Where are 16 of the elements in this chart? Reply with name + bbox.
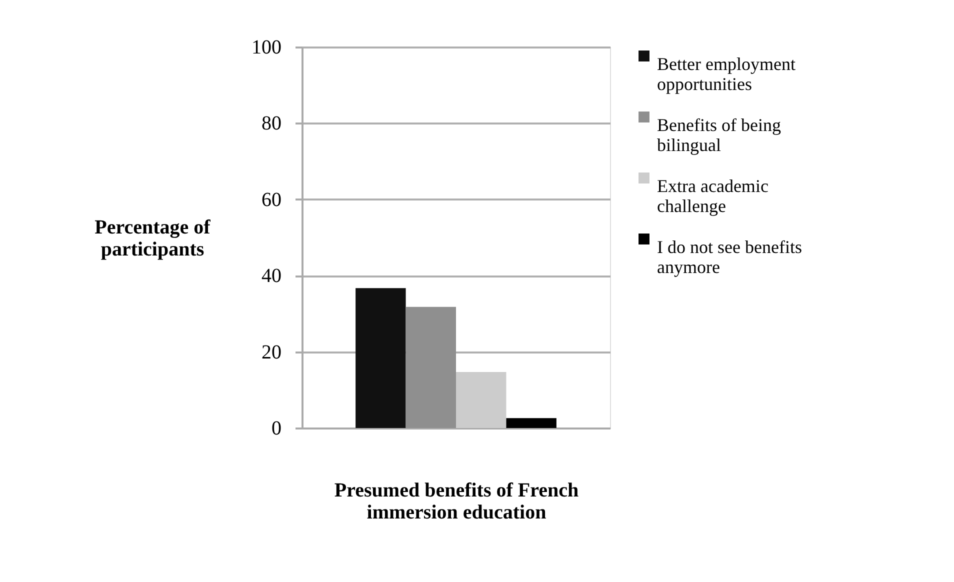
y-tick-label: 80: [262, 112, 282, 135]
x-axis-title: Presumed benefits of French immersion education: [334, 480, 579, 524]
legend-label: Extra academic challenge: [657, 176, 768, 216]
y-tick-label: 60: [262, 188, 282, 211]
y-tick-label: 20: [262, 341, 282, 364]
legend-label: I do not see benefits anymore: [657, 237, 802, 277]
y-axis-title: Percentage of participants: [94, 216, 211, 260]
y-tick-label: 0: [272, 418, 282, 440]
legend-label: Better employment opportunities: [657, 54, 796, 94]
y-tick-label: 100: [252, 36, 282, 58]
bar: [456, 372, 506, 428]
bar: [506, 418, 556, 428]
y-tick-label: 40: [262, 265, 282, 288]
bar: [406, 306, 456, 428]
bar: [356, 288, 406, 428]
legend-label: Benefits of being bilingual: [657, 115, 781, 155]
